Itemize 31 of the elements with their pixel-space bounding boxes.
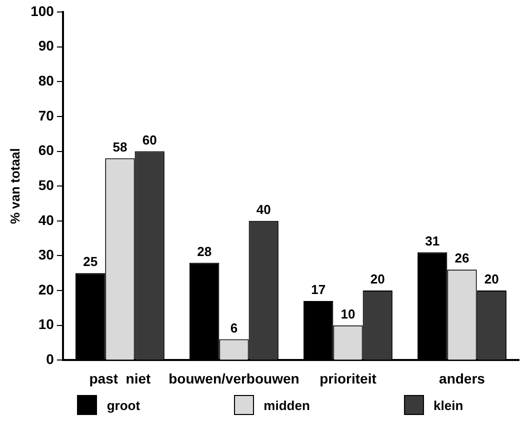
y-tick-label: 30 [38, 246, 54, 263]
x-tick-label: prioriteit [320, 370, 377, 386]
y-tick-label: 80 [38, 72, 54, 88]
data-label: 10 [340, 306, 356, 322]
y-tick-label: 60 [38, 142, 54, 158]
data-label: 26 [454, 250, 470, 266]
x-tick-label: past niet [89, 370, 152, 386]
data-label: 20 [370, 272, 385, 287]
data-label: 20 [484, 272, 499, 287]
data-label: 25 [83, 254, 98, 270]
data-label: 58 [112, 139, 128, 154]
x-tick-label: anders [439, 370, 486, 386]
data-label: 17 [311, 282, 326, 298]
data-label: 40 [256, 202, 271, 217]
y-tick-label: 100 [30, 2, 54, 19]
y-tick-label: 90 [38, 38, 54, 54]
y-tick-label: 10 [38, 316, 54, 332]
y-tick-label: 20 [38, 281, 54, 298]
legend-label: midden [264, 398, 310, 412]
data-label: 28 [197, 244, 212, 259]
y-axis-title: % van totaal [7, 148, 22, 224]
data-label: 31 [425, 233, 440, 248]
legend-label: groot [106, 398, 140, 412]
y-tick-label: 0 [46, 351, 54, 368]
data-label: 60 [142, 132, 157, 148]
y-tick-label: 40 [38, 212, 54, 228]
y-tick-label: 50 [38, 176, 54, 193]
x-tick-label: bouwen/verbouwen [168, 370, 300, 386]
data-label: 6 [230, 320, 238, 336]
legend-label: klein [434, 398, 464, 412]
y-tick-label: 70 [38, 107, 54, 124]
